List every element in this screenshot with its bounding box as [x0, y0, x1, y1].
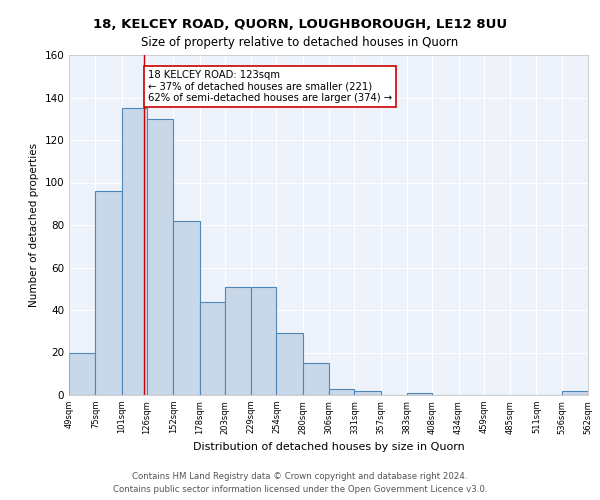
Text: Contains HM Land Registry data © Crown copyright and database right 2024.
Contai: Contains HM Land Registry data © Crown c…	[113, 472, 487, 494]
Bar	[329, 388, 354, 395]
Text: 18 KELCEY ROAD: 123sqm
← 37% of detached houses are smaller (221)
62% of semi-de: 18 KELCEY ROAD: 123sqm ← 37% of detached…	[148, 70, 392, 103]
Bar	[69, 352, 95, 395]
Bar	[407, 393, 432, 395]
X-axis label: Distribution of detached houses by size in Quorn: Distribution of detached houses by size …	[193, 442, 464, 452]
Y-axis label: Number of detached properties: Number of detached properties	[29, 143, 39, 307]
Text: 18, KELCEY ROAD, QUORN, LOUGHBOROUGH, LE12 8UU: 18, KELCEY ROAD, QUORN, LOUGHBOROUGH, LE…	[93, 18, 507, 30]
Text: Size of property relative to detached houses in Quorn: Size of property relative to detached ho…	[142, 36, 458, 49]
Bar	[122, 108, 147, 395]
Bar	[225, 286, 251, 395]
Bar	[147, 118, 173, 395]
Bar	[173, 221, 200, 395]
Bar	[277, 334, 303, 395]
Bar	[95, 191, 122, 395]
Bar	[200, 302, 225, 395]
Bar	[354, 391, 380, 395]
Bar	[251, 286, 277, 395]
Bar	[303, 363, 329, 395]
Bar	[562, 391, 588, 395]
